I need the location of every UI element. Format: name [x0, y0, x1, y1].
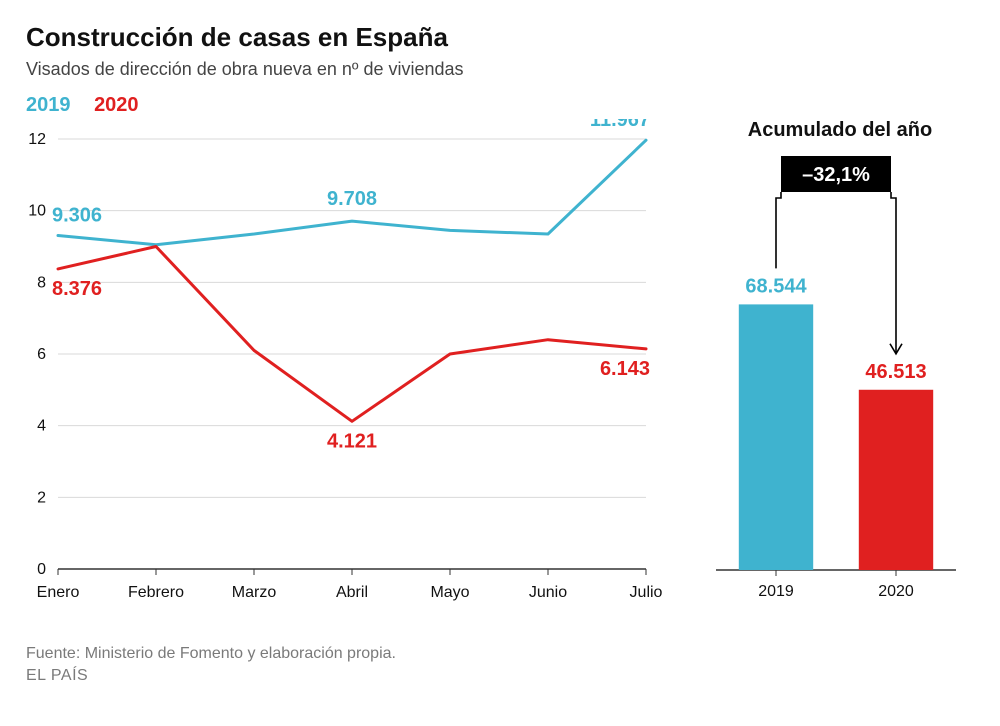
svg-text:46.513: 46.513 [865, 361, 926, 383]
svg-text:4: 4 [37, 418, 46, 435]
bar-chart: 68.544 2019 46.513 2020 –32,1% [706, 150, 966, 610]
legend-item-2020: 2020 [94, 94, 139, 116]
line-chart: 0 2 4 6 8 10 12 Enero Febrero Marzo Abril Mayo Junio… [26, 119, 666, 619]
chart-subtitle: Visados de dirección de obra nueva en nº… [26, 59, 974, 80]
svg-text:8.376: 8.376 [52, 278, 102, 300]
svg-text:9.708: 9.708 [327, 188, 377, 210]
svg-text:12: 12 [28, 131, 46, 148]
svg-text:Enero: Enero [37, 584, 80, 601]
svg-text:6.143: 6.143 [600, 358, 650, 380]
svg-text:Abril: Abril [336, 584, 368, 601]
svg-text:Febrero: Febrero [128, 584, 184, 601]
svg-text:Mayo: Mayo [430, 584, 469, 601]
svg-text:–32,1%: –32,1% [802, 164, 870, 186]
chart-title: Construcción de casas en España [26, 22, 974, 53]
legend: 2019 2020 [26, 94, 974, 117]
svg-text:11.967: 11.967 [590, 119, 650, 131]
svg-text:8: 8 [37, 274, 46, 291]
svg-text:6: 6 [37, 346, 46, 363]
source-text: Fuente: Ministerio de Fomento y elaborac… [26, 645, 974, 663]
svg-text:10: 10 [28, 203, 46, 220]
svg-text:Marzo: Marzo [232, 584, 277, 601]
svg-text:2: 2 [37, 489, 46, 506]
legend-item-2019: 2019 [26, 94, 71, 116]
svg-text:Junio: Junio [529, 584, 567, 601]
svg-text:9.306: 9.306 [52, 205, 102, 227]
svg-text:2020: 2020 [878, 583, 914, 600]
chart-footer: Fuente: Ministerio de Fomento y elaborac… [26, 645, 974, 685]
svg-text:2019: 2019 [758, 583, 794, 600]
svg-text:68.544: 68.544 [745, 275, 807, 297]
brand-text: EL PAÍS [26, 667, 974, 685]
bar-chart-title: Acumulado del año [706, 119, 974, 142]
svg-text:0: 0 [37, 561, 46, 578]
svg-text:4.121: 4.121 [327, 430, 377, 452]
svg-text:Julio: Julio [630, 584, 663, 601]
